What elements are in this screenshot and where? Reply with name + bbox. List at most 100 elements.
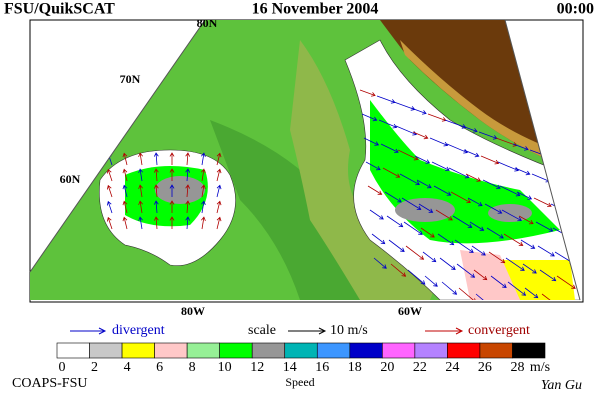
colorbar-swatch [414,342,448,359]
wind-arrow [514,167,531,176]
wind-arrow [216,216,222,230]
wind-arrow [384,191,402,203]
wind-arrow [533,197,552,208]
wind-arrow [216,168,222,182]
wind-arrow [138,184,143,198]
lon-label: 60W [398,304,422,318]
wind-arrow [153,168,159,182]
wind-arrow [490,275,507,288]
wind-arrow [518,215,534,225]
wind-arrow [458,287,477,300]
wind-arrow [403,221,423,235]
wind-arrow [106,184,113,198]
colorbar-swatch [56,342,90,359]
header-center: 16 November 2004 [252,1,379,18]
wind-arrow [359,89,376,97]
wind-arrow [388,239,405,252]
speed-patch [155,176,205,204]
wind-arrow [407,269,426,285]
wind-arrow [106,216,113,230]
colorbar-tick-label: 22 [413,360,427,375]
wind-arrow [138,152,143,166]
wind-arrow [138,168,143,182]
colorbar-swatch [121,342,155,359]
wind-vectors [106,89,576,300]
grid-boundary [29,19,581,301]
colorbar-tick-label: 14 [283,360,297,375]
wind-arrow [185,200,191,214]
wind-arrow [361,113,378,122]
colorbar-tick-label: 2 [91,360,98,375]
wind-arrow [399,173,420,186]
colorbar-tick-label: 4 [124,360,131,375]
wind-arrow [185,216,191,230]
colorbar-tick-label: 24 [445,360,459,375]
wind-arrow [512,143,529,151]
wind-arrow [397,149,419,161]
header-right: 00:00 [557,1,594,18]
colorbar-tick-label: 10 [218,360,232,375]
colorbar-swatch [89,342,123,359]
wind-arrow [482,179,501,190]
wind-arrow [456,263,476,278]
wind-arrow [437,233,455,246]
colorbar-swatch [251,342,286,359]
wind-arrow [435,209,453,221]
wind-arrow [484,203,503,214]
legend-arrowhead [455,327,464,335]
colorbar-tick-label: 18 [348,360,362,375]
wind-arrow [216,200,222,214]
wind-arrow [122,184,128,198]
wind-arrow [524,287,539,299]
wind-arrow [505,257,525,271]
wind-arrow [412,131,429,140]
wind-arrow [169,216,175,229]
wind-arrow [153,152,159,166]
colorbar-swatch [512,342,546,359]
wind-arrow [169,200,175,213]
wind-arrow [539,269,557,282]
wind-arrow [520,239,536,249]
wind-arrow [386,215,404,228]
wind-arrow [448,167,470,179]
colorbar-tick-label: 16 [315,360,329,375]
legend-arrowhead [98,327,107,335]
colorbar-swatch [284,342,318,359]
header-left: FSU/QuikSCAT [4,1,115,18]
wind-arrow [480,155,500,165]
wind-arrow [414,155,431,164]
wind-arrow [454,239,474,253]
colorbar-swatch [382,342,416,359]
wind-arrow [122,168,128,182]
colorbar-tick-label: 0 [59,360,66,375]
colorbar-tick-label: 26 [478,360,492,375]
wind-arrow [418,203,434,213]
wind-arrow [416,179,432,189]
wind-arrow [488,251,506,264]
wind-arrow [410,107,427,115]
wind-arrow [401,197,422,210]
wind-arrow [216,184,222,198]
footer-right: Yan Gu [541,378,582,393]
wind-arrow [106,200,113,214]
wind-arrow [365,161,381,171]
colorbar-swatch [349,342,383,359]
footer-left: COAPS-FSU [12,376,87,391]
lon-label: 80W [181,304,205,318]
wind-arrow [452,215,473,228]
wind-arrow [465,173,482,182]
wind-arrow [475,293,489,300]
wind-arrow [429,137,449,147]
wind-arrow [169,152,175,165]
wind-arrow [461,125,478,133]
wind-arrow [516,191,533,200]
legend-convergent: convergent [468,323,530,338]
legend-scale: scale [248,323,276,338]
colorbar-tick-label: 28 [510,360,524,375]
wind-arrow [367,185,383,195]
wind-arrow [541,293,558,300]
legend-divergent: divergent [112,323,165,338]
wind-arrow [382,167,401,178]
